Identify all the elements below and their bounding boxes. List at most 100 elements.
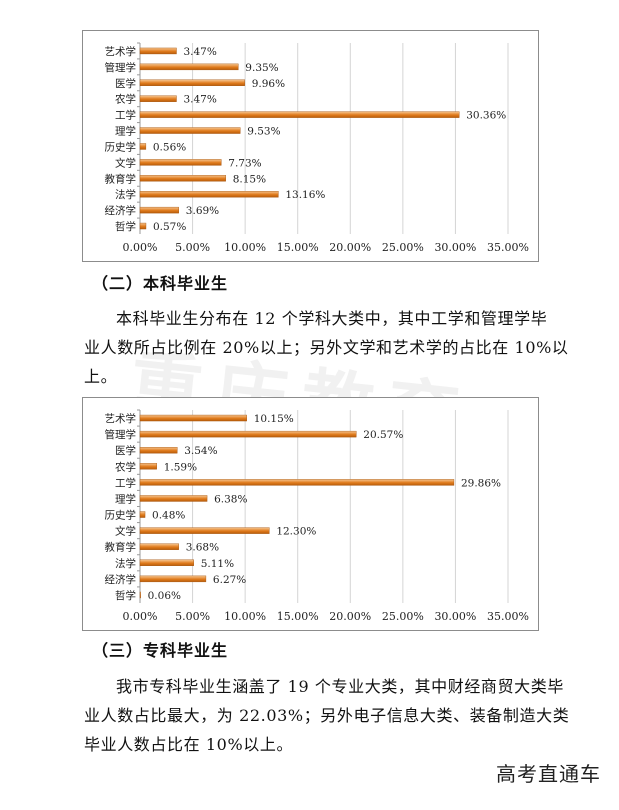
category-label: 工学 bbox=[115, 109, 136, 122]
category-label: 管理学 bbox=[105, 61, 137, 74]
category-label: 医学 bbox=[115, 77, 136, 90]
data-label: 8.15% bbox=[233, 173, 266, 185]
category-label: 艺术学 bbox=[105, 412, 137, 425]
category-label: 哲学 bbox=[115, 220, 136, 233]
bar bbox=[139, 559, 194, 566]
data-label: 6.38% bbox=[214, 493, 247, 505]
category-label: 农学 bbox=[115, 93, 136, 106]
data-label: 3.47% bbox=[183, 94, 216, 106]
brand-watermark: 高考直通车 bbox=[496, 762, 601, 786]
category-label: 教育学 bbox=[105, 172, 137, 185]
bar bbox=[139, 206, 179, 214]
x-tick-label: 0.00% bbox=[123, 241, 158, 254]
category-label: 医学 bbox=[115, 444, 136, 457]
x-tick-label: 35.00% bbox=[487, 241, 529, 254]
x-tick-label: 5.00% bbox=[175, 241, 210, 254]
data-label: 12.30% bbox=[276, 526, 316, 538]
paragraph-college: 我市专科毕业生涵盖了 19 个专业大类，其中财经商贸大类毕 业人数占比最大，为 … bbox=[84, 672, 570, 759]
category-label: 农学 bbox=[115, 460, 136, 473]
chart-undergrad-prev: 0.00% 5.00% 10.00% 15.00% 20.00% 25.00% 30.00%… bbox=[82, 30, 539, 262]
section-heading-college: （三）专科毕业生 bbox=[92, 641, 229, 660]
data-label: 3.54% bbox=[184, 445, 217, 457]
data-label: 10.15% bbox=[254, 413, 294, 425]
data-label: 0.56% bbox=[153, 141, 186, 153]
category-label: 文学 bbox=[115, 525, 136, 538]
bar bbox=[139, 95, 177, 102]
data-label: 0.57% bbox=[153, 221, 186, 233]
x-tick-label: 30.00% bbox=[434, 241, 476, 254]
bar bbox=[139, 175, 226, 182]
paragraph-line: 上。 bbox=[84, 367, 118, 386]
category-label: 理学 bbox=[115, 125, 136, 138]
bar-chart-svg: 0.00% 5.00% 10.00% 15.00% 20.00% 25.00% 30.00%… bbox=[105, 409, 529, 623]
category-label: 文学 bbox=[115, 156, 136, 169]
bar bbox=[139, 430, 357, 438]
bar bbox=[139, 575, 207, 583]
category-label: 理学 bbox=[115, 492, 136, 505]
x-tick-label: 30.00% bbox=[434, 610, 476, 623]
x-tick-label: 0.00% bbox=[123, 610, 158, 623]
paragraph-line: 我市专科毕业生涵盖了 19 个专业大类，其中财经商贸大类毕 bbox=[116, 677, 564, 696]
data-label: 30.36% bbox=[466, 110, 506, 122]
x-tick-label: 25.00% bbox=[382, 241, 424, 254]
x-tick-label: 20.00% bbox=[329, 610, 371, 623]
x-tick-label: 10.00% bbox=[224, 241, 266, 254]
data-label: 3.47% bbox=[183, 46, 216, 58]
category-label: 管理学 bbox=[105, 428, 137, 441]
category-label: 工学 bbox=[115, 476, 136, 489]
bar bbox=[139, 222, 147, 230]
paragraph-undergraduate: 本科毕业生分布在 12 个学科大类中，其中工学和管理学毕 业人数所占比例在 20… bbox=[84, 304, 569, 391]
data-label: 9.53% bbox=[247, 126, 280, 138]
bar bbox=[139, 414, 247, 422]
data-label: 0.06% bbox=[148, 590, 181, 602]
category-label: 法学 bbox=[115, 557, 136, 570]
x-tick-label: 20.00% bbox=[329, 241, 371, 254]
data-label: 7.73% bbox=[228, 157, 261, 169]
bar bbox=[139, 111, 460, 118]
bar bbox=[139, 511, 146, 518]
category-label: 教育学 bbox=[105, 541, 137, 554]
chart-undergrad-disciplines: 0.00% 5.00% 10.00% 15.00% 20.00% 25.00% 30.00%… bbox=[82, 397, 539, 631]
paragraph-line: 业人数占比最大，为 22.03%；另外电子信息大类、装备制造大类 bbox=[84, 706, 570, 725]
bar bbox=[139, 191, 279, 198]
category-label: 经济学 bbox=[105, 573, 137, 586]
category-label: 哲学 bbox=[115, 589, 136, 602]
bar bbox=[139, 495, 208, 502]
category-label: 艺术学 bbox=[105, 45, 137, 58]
paragraph-line: 本科毕业生分布在 12 个学科大类中，其中工学和管理学毕 bbox=[116, 309, 548, 328]
x-tick-label: 10.00% bbox=[224, 610, 266, 623]
data-label: 0.48% bbox=[152, 510, 185, 522]
data-label: 5.11% bbox=[201, 558, 234, 570]
bar bbox=[139, 479, 455, 486]
category-label: 经济学 bbox=[105, 204, 137, 217]
paragraph-line: 业人数所占比例在 20%以上；另外文学和艺术学的占比在 10%以 bbox=[84, 338, 569, 357]
bar bbox=[139, 543, 179, 550]
category-label: 法学 bbox=[115, 188, 136, 201]
data-label: 3.68% bbox=[186, 542, 219, 554]
data-label: 29.86% bbox=[461, 477, 501, 489]
bar bbox=[139, 143, 147, 150]
data-label: 20.57% bbox=[363, 429, 403, 441]
data-label: 9.96% bbox=[252, 78, 285, 90]
data-label: 6.27% bbox=[213, 574, 246, 586]
bar bbox=[139, 159, 222, 166]
data-label: 9.35% bbox=[245, 62, 278, 74]
data-label: 1.59% bbox=[164, 461, 197, 473]
section-heading-undergraduate: （二）本科毕业生 bbox=[92, 274, 229, 293]
bar bbox=[139, 463, 157, 470]
bar bbox=[139, 447, 178, 454]
x-tick-label: 5.00% bbox=[175, 610, 210, 623]
data-label: 13.16% bbox=[285, 189, 325, 201]
paragraph-line: 毕业人数占比在 10%以上。 bbox=[84, 735, 294, 754]
bar bbox=[139, 47, 177, 55]
bar bbox=[139, 79, 245, 86]
bar bbox=[139, 63, 239, 71]
x-tick-label: 15.00% bbox=[277, 610, 319, 623]
bar bbox=[139, 527, 270, 534]
bar bbox=[139, 127, 241, 134]
data-label: 3.69% bbox=[186, 205, 219, 217]
x-tick-label: 15.00% bbox=[277, 241, 319, 254]
bar bbox=[139, 591, 141, 599]
x-tick-label: 35.00% bbox=[487, 610, 529, 623]
category-label: 历史学 bbox=[105, 140, 137, 153]
